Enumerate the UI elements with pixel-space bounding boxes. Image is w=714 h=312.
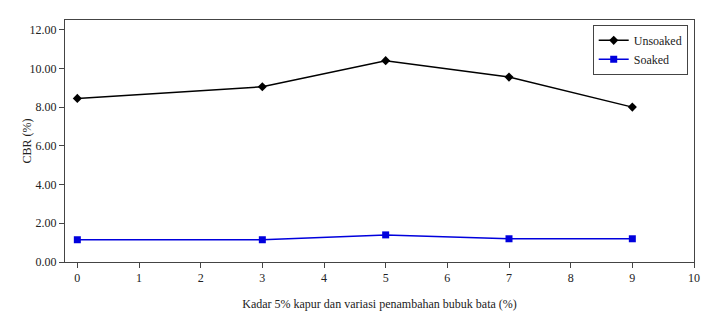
- svg-text:0: 0: [74, 271, 80, 285]
- svg-text:9: 9: [629, 271, 635, 285]
- svg-text:Unsoaked: Unsoaked: [634, 34, 682, 48]
- svg-text:6.00: 6.00: [36, 139, 57, 153]
- svg-text:12.00: 12.00: [30, 23, 57, 37]
- svg-text:4.00: 4.00: [36, 178, 57, 192]
- svg-text:8.00: 8.00: [36, 100, 57, 114]
- svg-text:1: 1: [136, 271, 142, 285]
- svg-text:5: 5: [383, 271, 389, 285]
- svg-text:7: 7: [506, 271, 512, 285]
- svg-text:0.00: 0.00: [36, 255, 57, 269]
- svg-text:8: 8: [568, 271, 574, 285]
- svg-text:10.00: 10.00: [30, 62, 57, 76]
- svg-text:Soaked: Soaked: [634, 53, 669, 67]
- svg-text:CBR (%): CBR (%): [20, 118, 34, 163]
- svg-text:10: 10: [688, 271, 700, 285]
- svg-text:Kadar 5% kapur dan variasi pen: Kadar 5% kapur dan variasi penambahan bu…: [242, 297, 517, 311]
- svg-text:3: 3: [259, 271, 265, 285]
- svg-text:4: 4: [321, 271, 327, 285]
- svg-text:2.00: 2.00: [36, 216, 57, 230]
- svg-text:2: 2: [198, 271, 204, 285]
- svg-text:6: 6: [444, 271, 450, 285]
